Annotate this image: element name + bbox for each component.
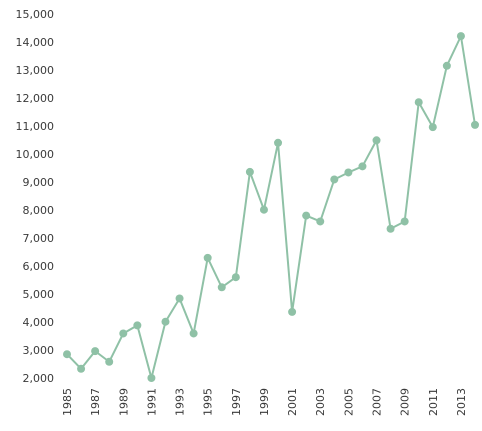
- series-layer: [63, 32, 479, 382]
- y-tick-label: 13,000: [16, 64, 55, 77]
- data-point: [400, 217, 409, 226]
- x-tick-label: 1995: [202, 388, 215, 416]
- data-point: [442, 61, 451, 70]
- x-tick-label: 1991: [145, 388, 158, 416]
- x-tick-label: 2013: [455, 388, 468, 416]
- data-point: [288, 307, 297, 316]
- x-tick-label: 1989: [117, 388, 130, 416]
- data-point: [105, 357, 114, 366]
- data-point: [91, 347, 100, 356]
- data-point: [147, 374, 156, 382]
- x-axis: 1985 1987 1989 1991 1993 1995 1997 1999 2001 2003…: [61, 388, 468, 416]
- x-tick-label: 1999: [258, 388, 271, 416]
- x-tick-label: 1997: [230, 388, 243, 416]
- data-point: [456, 32, 465, 41]
- data-point: [203, 253, 212, 262]
- data-point: [358, 162, 367, 171]
- x-tick-label: 2011: [427, 388, 440, 416]
- y-tick-label: 8,000: [23, 204, 55, 217]
- x-tick-label: 2005: [342, 388, 355, 416]
- y-tick-label: 2,000: [23, 372, 55, 385]
- data-point: [175, 294, 184, 303]
- data-point: [330, 175, 339, 184]
- y-tick-label: 11,000: [16, 120, 55, 133]
- data-point: [274, 138, 283, 147]
- y-tick-label: 12,000: [16, 92, 55, 105]
- data-point: [63, 350, 71, 359]
- data-point: [133, 321, 142, 330]
- y-tick-label: 9,000: [23, 176, 55, 189]
- data-point: [231, 273, 240, 282]
- data-point: [302, 211, 311, 220]
- y-axis: 2,000 3,000 4,000 5,000 6,000 7,000 8,000 9,000…: [16, 8, 55, 385]
- x-tick-label: 1987: [89, 388, 102, 416]
- data-point: [428, 123, 437, 132]
- data-point: [316, 217, 325, 226]
- y-tick-label: 14,000: [16, 36, 55, 49]
- y-tick-label: 6,000: [23, 260, 55, 273]
- data-point: [372, 136, 381, 145]
- data-point: [386, 224, 395, 233]
- data-point: [161, 317, 170, 326]
- y-tick-label: 7,000: [23, 232, 55, 245]
- data-point: [217, 283, 226, 292]
- data-point: [414, 98, 423, 107]
- x-tick-label: 2001: [286, 388, 299, 416]
- y-tick-label: 5,000: [23, 288, 55, 301]
- data-point: [344, 168, 353, 177]
- x-tick-label: 2007: [371, 388, 384, 416]
- data-point: [77, 364, 86, 373]
- x-tick-label: 1985: [61, 388, 74, 416]
- data-point: [119, 329, 128, 338]
- data-point: [259, 205, 268, 214]
- y-tick-label: 3,000: [23, 344, 55, 357]
- data-point: [245, 167, 254, 176]
- y-tick-label: 15,000: [16, 8, 55, 21]
- y-tick-label: 4,000: [23, 316, 55, 329]
- x-tick-label: 2003: [314, 388, 327, 416]
- x-tick-label: 2009: [399, 388, 412, 416]
- y-tick-label: 10,000: [16, 148, 55, 161]
- data-point: [189, 329, 198, 338]
- x-tick-label: 1993: [174, 388, 187, 416]
- series-line: [66, 35, 476, 379]
- data-point: [471, 120, 479, 129]
